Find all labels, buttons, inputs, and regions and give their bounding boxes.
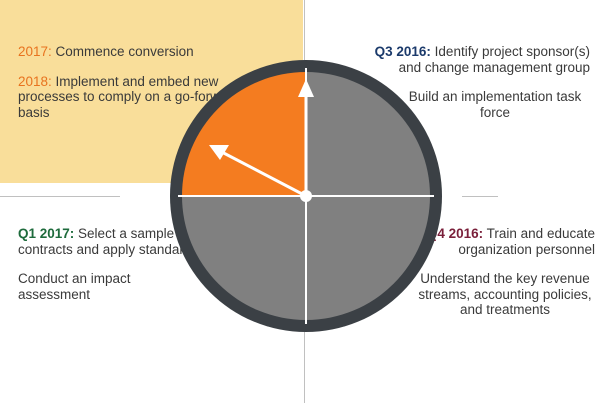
quadrant-q3-2016: Q3 2016: Identify project sponsor(s) and… [360,44,590,134]
task-force-note: Build an implementation task force [408,89,582,120]
milestone-2018: 2018: Implement and embed new processes … [18,73,240,120]
hour-hand [215,147,307,198]
right-divider [462,196,498,197]
quadrant-2017-2018: 2017: Commence conversion 2018: Implemen… [18,44,258,134]
quadrant-wedge-q1-2017 [182,196,306,320]
revenue-streams-note: Understand the key revenue streams, acco… [418,271,592,317]
milestone-q1-2017: Q1 2017: Select a sample of contracts an… [18,226,192,257]
clock-center [300,190,312,202]
left-divider [0,196,120,197]
quadrant-wedge-q3-2016 [306,72,430,196]
quadrant-wedge-2017-2018 [182,72,306,196]
quadrant-wedge-q4-2016 [306,196,430,320]
clock-diagram [170,60,442,332]
hour-hand-tip [209,145,229,160]
milestone-2017: 2017: Commence conversion [18,44,194,59]
milestone-q4-2016: Q4 2016: Train and educate organization … [426,226,595,257]
impact-assessment-note: Conduct an impact assessment [18,271,131,302]
quadrant-q1-2017: Q1 2017: Select a sample of contracts an… [18,226,198,316]
milestone-q3-2016: Q3 2016: Identify project sponsor(s) and… [374,44,590,75]
quadrant-q4-2016: Q4 2016: Train and educate organization … [405,226,595,332]
